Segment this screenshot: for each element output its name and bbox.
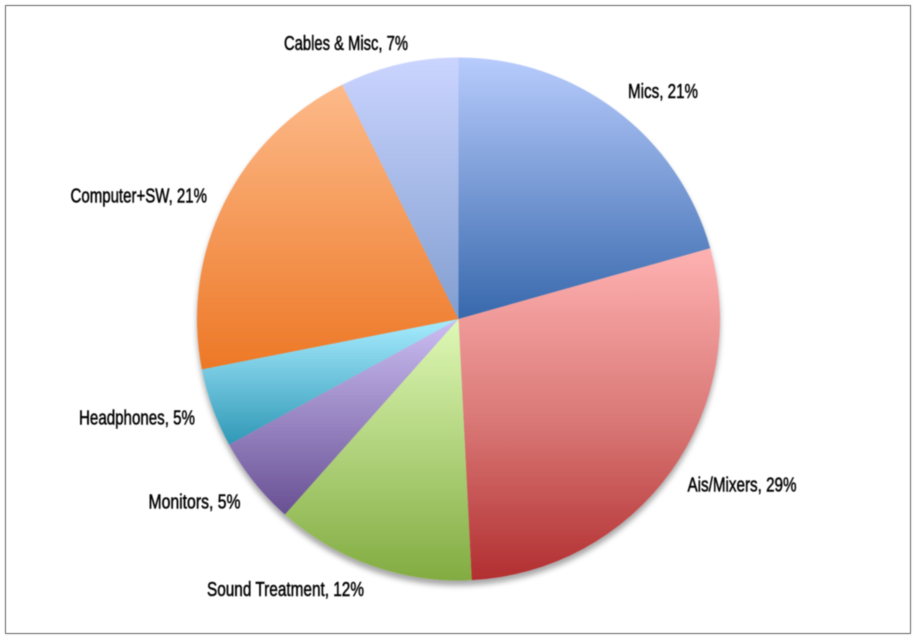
svg-text:Mics, 21%: Mics, 21%	[628, 81, 698, 103]
svg-text:Ais/Mixers, 29%: Ais/Mixers, 29%	[688, 475, 797, 497]
svg-text:Computer+SW, 21%: Computer+SW, 21%	[71, 186, 208, 208]
svg-text:Cables & Misc, 7%: Cables & Misc, 7%	[284, 33, 408, 55]
svg-text:Monitors, 5%: Monitors, 5%	[149, 492, 241, 514]
svg-text:Sound Treatment, 12%: Sound Treatment, 12%	[207, 579, 364, 601]
svg-text:Headphones, 5%: Headphones, 5%	[79, 408, 195, 430]
